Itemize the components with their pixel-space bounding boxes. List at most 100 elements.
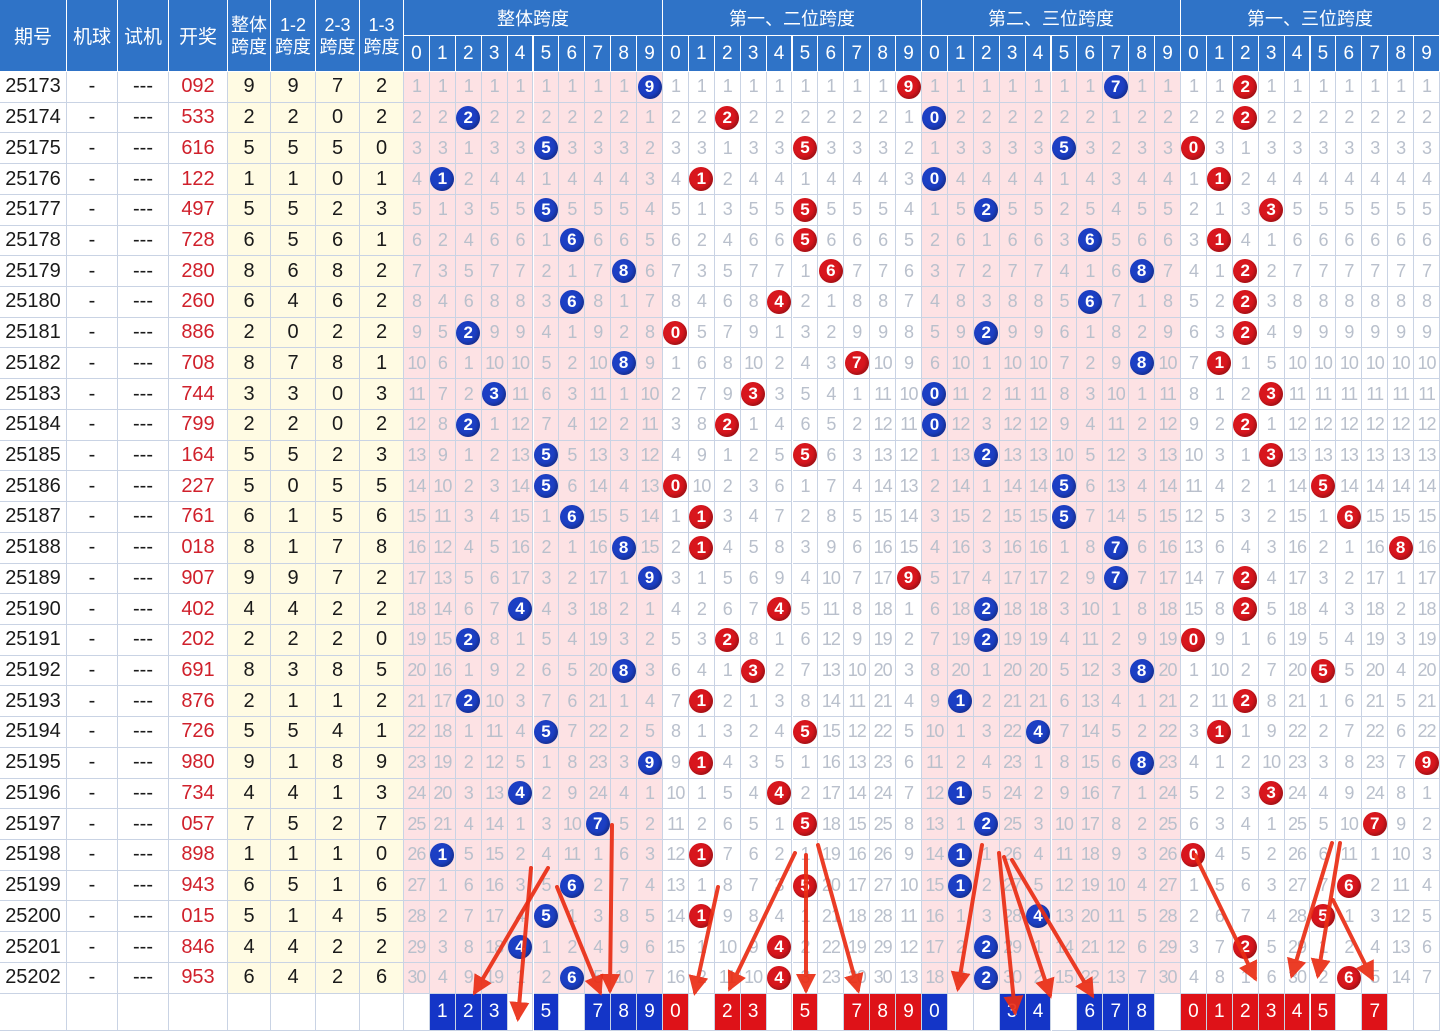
hit-cell: 1 (429, 840, 456, 871)
miss-count-cell: 18 (870, 594, 897, 625)
miss-count-cell: 17 (1362, 563, 1389, 595)
miss-count-cell: 7 (688, 379, 715, 410)
header-digit: 8 (611, 36, 638, 72)
miss-count-cell: 4 (1336, 164, 1363, 195)
miss-count-cell: 27 (404, 870, 430, 902)
miss-count-cell: 8 (896, 317, 922, 349)
miss-count-cell: 17 (1077, 809, 1104, 840)
miss-count-cell: 9 (481, 317, 508, 349)
miss-count-cell: 11 (559, 840, 586, 871)
span-ball: 3 (1259, 382, 1284, 407)
miss-count-cell: 17 (1284, 563, 1311, 595)
miss-count-cell: 26 (1155, 840, 1181, 871)
miss-count-cell: 1 (922, 440, 948, 472)
miss-count-cell: 6 (507, 225, 534, 257)
forecast-digit: 7 (844, 993, 871, 1031)
span-value-cell: 8 (228, 256, 271, 288)
miss-count-cell: 8 (1414, 287, 1440, 318)
header-digit: 2 (1232, 36, 1259, 72)
period-cell: 25185 (0, 440, 67, 472)
span-value-cell: 3 (360, 194, 404, 226)
span-ball: 2 (715, 105, 740, 130)
miss-count-cell: 7 (1077, 502, 1104, 533)
miss-count-cell: 3 (637, 655, 663, 687)
span-ball: 7 (1103, 566, 1128, 591)
miss-count-cell: 2 (1258, 840, 1285, 871)
miss-count-cell: 7 (1310, 256, 1337, 288)
miss-count-cell: 3 (973, 133, 1000, 165)
miss-count-cell: 8 (1206, 594, 1233, 625)
miss-count-cell: 5 (1336, 194, 1363, 226)
period-cell: 25189 (0, 563, 67, 595)
miss-count-cell: 2 (1181, 102, 1207, 134)
miss-count-cell: 7 (1155, 256, 1181, 288)
header-digit: 9 (1155, 36, 1181, 72)
miss-count-cell: 3 (870, 133, 897, 165)
miss-count-cell: 11 (896, 409, 922, 441)
miss-count-cell: 16 (481, 870, 508, 902)
miss-count-cell: 3 (533, 563, 560, 595)
span-ball: 1 (430, 842, 455, 867)
miss-count-cell: 7 (1414, 962, 1440, 994)
miss-count-cell: 7 (1336, 717, 1363, 748)
miss-count-cell: 6 (1025, 225, 1052, 257)
miss-count-cell: 24 (1362, 778, 1389, 810)
miss-count-cell: 6 (455, 287, 482, 318)
hit-cell: 7 (1103, 563, 1130, 595)
span-ball: 6 (818, 259, 843, 284)
span-value-cell: 3 (271, 655, 316, 687)
miss-count-cell: 24 (1155, 778, 1181, 810)
span-value-cell: 2 (228, 409, 271, 441)
period-cell: 25181 (0, 317, 67, 349)
miss-count-cell: 10 (404, 348, 430, 380)
miss-count-cell: 4 (559, 409, 586, 441)
miss-count-cell: 21 (585, 686, 612, 718)
machine-cell: - (67, 471, 118, 503)
miss-count-cell: 10 (1103, 379, 1130, 410)
miss-count-cell: 1 (844, 72, 871, 103)
hit-cell: 5 (1310, 471, 1337, 503)
miss-count-cell: 5 (740, 532, 767, 564)
miss-count-cell: 9 (404, 317, 430, 349)
hit-cell: 9 (1414, 747, 1440, 779)
hit-cell: 0 (1181, 624, 1207, 656)
span-value-cell: 4 (271, 778, 316, 810)
miss-count-cell: 5 (559, 440, 586, 472)
miss-count-cell: 12 (1388, 409, 1415, 441)
miss-count-cell: 15 (585, 502, 612, 533)
period-cell: 25191 (0, 624, 67, 656)
miss-count-cell: 2 (1129, 317, 1156, 349)
miss-count-cell: 17 (999, 563, 1026, 595)
miss-count-cell: 2 (585, 102, 612, 134)
hit-cell: 8 (1388, 532, 1415, 564)
miss-count-cell: 11 (1362, 379, 1389, 410)
miss-count-cell: 6 (611, 840, 638, 871)
miss-count-cell: 8 (1336, 747, 1363, 779)
miss-count-cell: 2 (1310, 717, 1337, 748)
miss-count-cell: 6 (1077, 471, 1104, 503)
miss-count-cell: 5 (1414, 194, 1440, 226)
miss-count-cell: 2 (663, 102, 689, 134)
span-value-cell: 4 (228, 594, 271, 625)
hit-cell: 2 (455, 317, 482, 349)
header-digit: 3 (999, 36, 1026, 72)
forecast-digit: 0 (1181, 993, 1207, 1031)
hit-cell: 1 (688, 532, 715, 564)
span-value-cell: 0 (316, 379, 360, 410)
miss-count-cell: 7 (507, 256, 534, 288)
miss-count-cell: 13 (663, 870, 689, 902)
span-ball: 1 (689, 167, 714, 192)
miss-count-cell: 14 (1025, 471, 1052, 503)
miss-count-cell: 12 (507, 409, 534, 441)
footer-blank-cell (169, 993, 228, 1031)
miss-count-cell: 9 (429, 440, 456, 472)
span-ball: 1 (689, 842, 714, 867)
miss-count-cell: 17 (429, 686, 456, 718)
miss-count-cell: 5 (1258, 932, 1285, 963)
hit-cell: 2 (973, 962, 1000, 994)
hit-cell: 2 (1232, 409, 1259, 441)
hit-cell: 1 (947, 686, 974, 718)
span-ball: 6 (559, 504, 584, 529)
miss-count-cell: 1 (637, 102, 663, 134)
span-ball: 8 (1129, 259, 1154, 284)
